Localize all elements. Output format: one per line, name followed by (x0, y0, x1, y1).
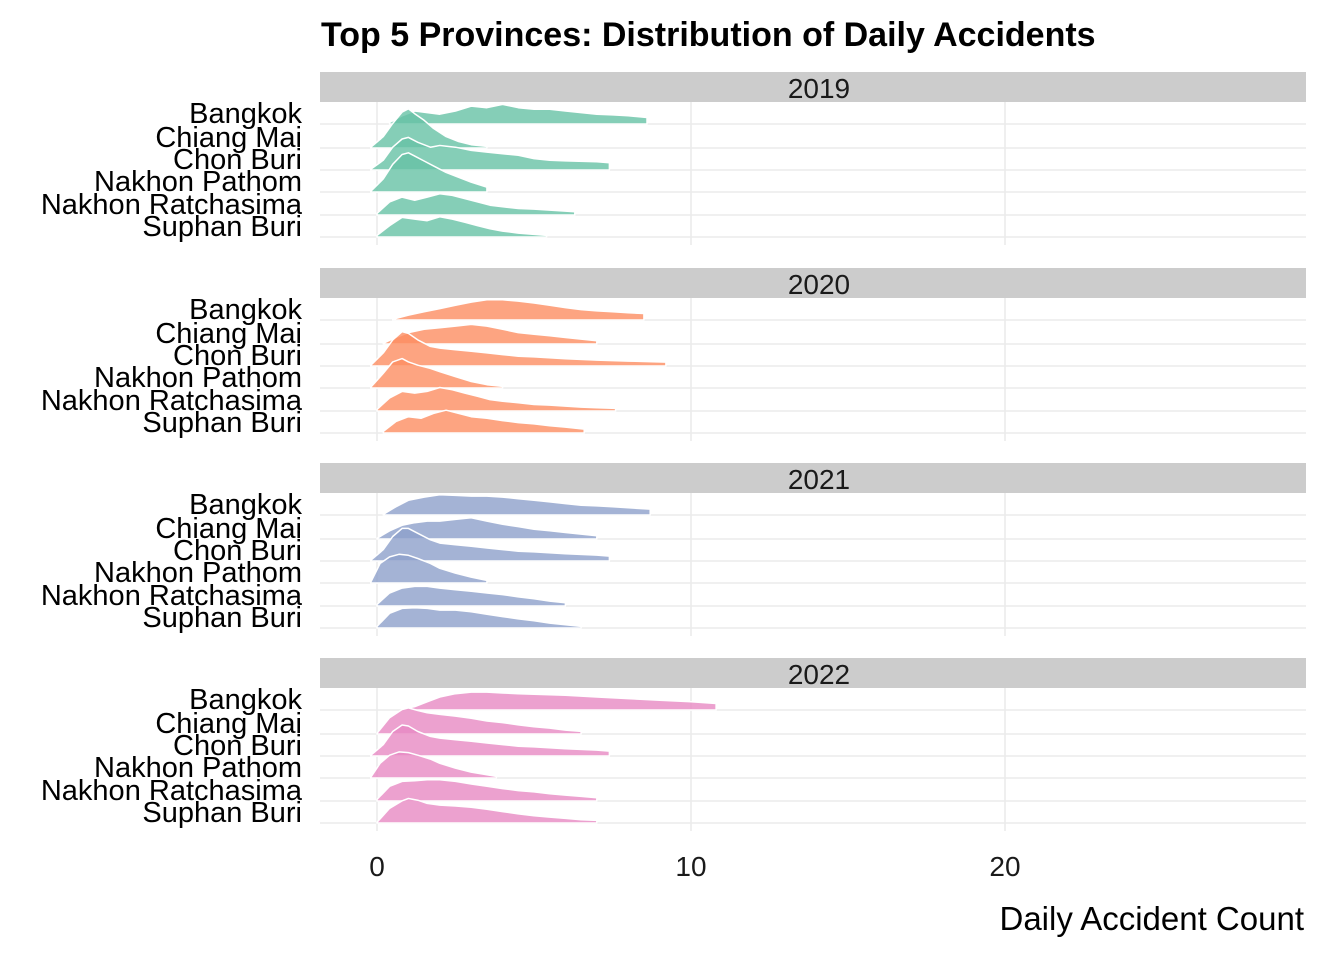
province-label-bangkok: Bangkok (189, 294, 302, 326)
province-label-nakhon-ratchasima: Nakhon Ratchasima (41, 580, 303, 612)
density-ridge-2019-chiang-mai (369, 108, 488, 149)
province-label-suphan-buri: Suphan Buri (142, 407, 302, 439)
province-label-chiang-mai: Chiang Mai (155, 513, 302, 545)
x-tick-label: 20 (989, 851, 1020, 882)
density-ridge-2021-bangkok (382, 494, 651, 516)
province-label-chiang-mai: Chiang Mai (155, 122, 302, 154)
province-label-bangkok: Bangkok (189, 98, 302, 130)
x-axis-title: Daily Accident Count (1000, 900, 1305, 937)
density-ridge-2021-suphan-buri (376, 607, 582, 629)
province-label-suphan-buri: Suphan Buri (142, 602, 302, 634)
province-label-chon-buri: Chon Buri (173, 340, 302, 372)
province-label-chiang-mai: Chiang Mai (155, 318, 302, 350)
facet-strip-label: 2021 (788, 464, 850, 495)
density-ridge-2020-nakhon-ratchasima (376, 386, 617, 412)
facet-strip (320, 658, 1306, 688)
density-ridge-2022-chon-buri (369, 724, 611, 757)
density-ridge-2021-nakhon-pathom (369, 553, 488, 584)
density-ridge-2022-suphan-buri (376, 797, 598, 824)
density-ridge-2021-chon-buri (369, 527, 611, 562)
density-ridge-2022-chiang-mai (376, 707, 582, 735)
province-label-suphan-buri: Suphan Buri (142, 211, 302, 243)
density-ridge-2022-nakhon-pathom (369, 751, 498, 779)
facet-strip-label: 2020 (788, 269, 850, 300)
x-tick-label: 0 (369, 851, 385, 882)
facet-strip-label: 2019 (788, 73, 850, 104)
density-ridge-2021-nakhon-ratchasima (376, 585, 567, 607)
chart-title: Top 5 Provinces: Distribution of Daily A… (321, 16, 1096, 54)
province-label-bangkok: Bangkok (189, 489, 302, 521)
facet-strip-label: 2022 (788, 659, 850, 690)
density-ridge-2020-bangkok (391, 299, 645, 321)
density-ridge-2019-suphan-buri (376, 216, 548, 238)
province-label-chon-buri: Chon Buri (173, 730, 302, 762)
facet-strip (320, 72, 1306, 102)
province-label-chon-buri: Chon Buri (173, 535, 302, 567)
province-label-nakhon-ratchasima: Nakhon Ratchasima (41, 189, 303, 221)
density-ridge-2019-bangkok (388, 103, 648, 125)
density-ridge-2022-bangkok (401, 691, 717, 711)
density-ridge-2019-chon-buri (369, 136, 611, 171)
province-label-nakhon-pathom: Nakhon Pathom (94, 557, 302, 589)
density-ridge-2020-nakhon-pathom (369, 357, 504, 389)
density-ridge-2020-chon-buri (369, 330, 667, 367)
province-label-chiang-mai: Chiang Mai (155, 708, 302, 740)
province-label-nakhon-ratchasima: Nakhon Ratchasima (41, 385, 303, 417)
province-label-bangkok: Bangkok (189, 684, 302, 716)
density-ridge-2022-nakhon-ratchasima (376, 779, 598, 802)
density-ridge-2021-chiang-mai (376, 517, 598, 540)
province-label-suphan-buri: Suphan Buri (142, 797, 302, 829)
density-ridge-2020-suphan-buri (382, 409, 585, 434)
x-axis: 0 10 20 (369, 851, 1020, 882)
province-label-nakhon-pathom: Nakhon Pathom (94, 752, 302, 784)
province-label-nakhon-pathom: Nakhon Pathom (94, 362, 302, 394)
density-ridge-2019-nakhon-pathom (369, 152, 488, 193)
province-label-nakhon-ratchasima: Nakhon Ratchasima (41, 775, 303, 807)
facet-strip (320, 463, 1306, 493)
province-label-chon-buri: Chon Buri (173, 144, 302, 176)
province-label-nakhon-pathom: Nakhon Pathom (94, 166, 302, 198)
facet-strip (320, 268, 1306, 298)
density-ridge-2019-nakhon-ratchasima (376, 193, 576, 216)
x-tick-label: 10 (675, 851, 706, 882)
